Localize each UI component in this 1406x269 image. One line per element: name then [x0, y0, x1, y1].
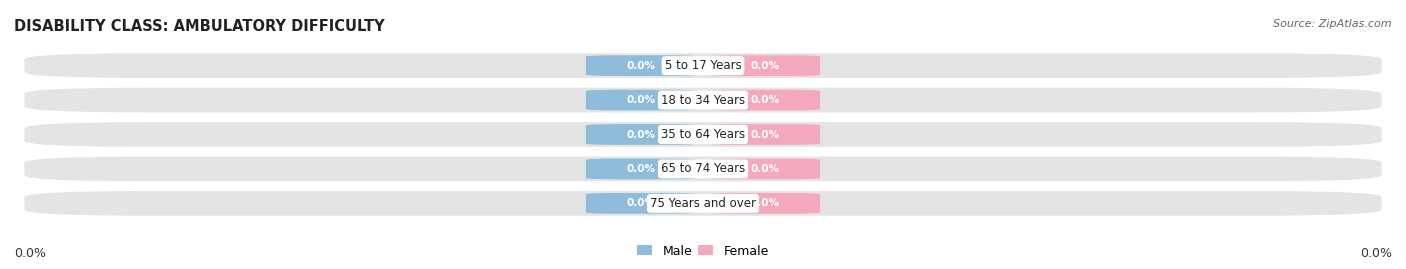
Text: 0.0%: 0.0%	[627, 164, 655, 174]
Text: 0.0%: 0.0%	[751, 61, 779, 71]
Text: 75 Years and over: 75 Years and over	[650, 197, 756, 210]
FancyBboxPatch shape	[586, 90, 696, 110]
FancyBboxPatch shape	[24, 157, 1382, 181]
FancyBboxPatch shape	[24, 53, 1382, 78]
FancyBboxPatch shape	[586, 124, 696, 145]
FancyBboxPatch shape	[586, 159, 696, 179]
Text: 0.0%: 0.0%	[751, 198, 779, 208]
Text: 65 to 74 Years: 65 to 74 Years	[661, 162, 745, 175]
Text: 0.0%: 0.0%	[751, 95, 779, 105]
FancyBboxPatch shape	[24, 191, 1382, 216]
Text: 35 to 64 Years: 35 to 64 Years	[661, 128, 745, 141]
FancyBboxPatch shape	[586, 193, 696, 214]
FancyBboxPatch shape	[586, 55, 696, 76]
FancyBboxPatch shape	[710, 55, 820, 76]
FancyBboxPatch shape	[710, 159, 820, 179]
FancyBboxPatch shape	[710, 193, 820, 214]
FancyBboxPatch shape	[710, 90, 820, 110]
FancyBboxPatch shape	[24, 122, 1382, 147]
Legend: Male, Female: Male, Female	[633, 239, 773, 263]
Text: 0.0%: 0.0%	[627, 198, 655, 208]
Text: 0.0%: 0.0%	[627, 61, 655, 71]
Text: 0.0%: 0.0%	[14, 247, 46, 260]
Text: 0.0%: 0.0%	[751, 129, 779, 140]
FancyBboxPatch shape	[24, 88, 1382, 112]
Text: 5 to 17 Years: 5 to 17 Years	[665, 59, 741, 72]
Text: 18 to 34 Years: 18 to 34 Years	[661, 94, 745, 107]
Text: 0.0%: 0.0%	[627, 95, 655, 105]
Text: 0.0%: 0.0%	[751, 164, 779, 174]
Text: Source: ZipAtlas.com: Source: ZipAtlas.com	[1274, 19, 1392, 29]
Text: 0.0%: 0.0%	[627, 129, 655, 140]
Text: DISABILITY CLASS: AMBULATORY DIFFICULTY: DISABILITY CLASS: AMBULATORY DIFFICULTY	[14, 19, 385, 34]
Text: 0.0%: 0.0%	[1360, 247, 1392, 260]
FancyBboxPatch shape	[710, 124, 820, 145]
